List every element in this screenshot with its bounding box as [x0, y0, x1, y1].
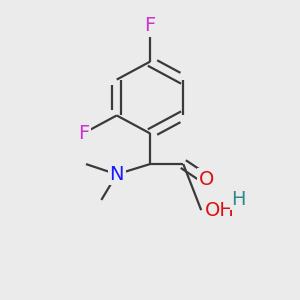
Text: H: H	[231, 190, 245, 209]
Text: F: F	[144, 16, 156, 35]
Text: N: N	[110, 165, 124, 184]
Text: F: F	[78, 124, 89, 143]
Text: OH: OH	[205, 201, 235, 220]
Text: O: O	[199, 170, 214, 189]
